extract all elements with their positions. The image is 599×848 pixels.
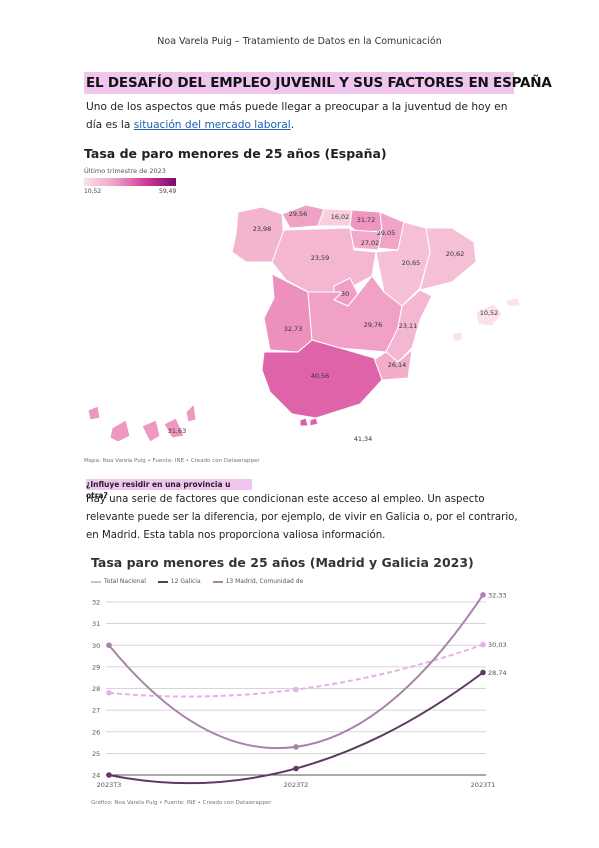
x-tick-label: 2023T1 bbox=[471, 781, 496, 789]
map-value-label: 27,02 bbox=[361, 239, 380, 247]
region-comunidad-valenciana[interactable] bbox=[385, 289, 433, 363]
region-canarias-2[interactable] bbox=[109, 419, 131, 443]
legend-swatch-galicia bbox=[157, 580, 168, 583]
map-value-label: 40,56 bbox=[311, 372, 330, 380]
map-value-label: 20,62 bbox=[446, 250, 465, 258]
data-point bbox=[293, 686, 299, 693]
y-tick-label: 28 bbox=[92, 685, 100, 693]
legend-swatch-madrid bbox=[212, 580, 223, 583]
legend-label-total: Total Nacional bbox=[104, 578, 146, 585]
legend-item-galicia: 12 Galicia bbox=[157, 578, 201, 585]
data-point bbox=[480, 641, 486, 648]
article-title: El desafío del empleo juvenil y sus fact… bbox=[84, 72, 552, 94]
data-point bbox=[293, 744, 299, 750]
region-baleares-ibiza[interactable] bbox=[451, 331, 463, 343]
map-value-label: 29,56 bbox=[289, 210, 308, 218]
map-value-label: 31,72 bbox=[357, 216, 376, 224]
x-tick-label: 2023T2 bbox=[284, 781, 309, 789]
region-ceuta[interactable] bbox=[299, 417, 309, 427]
map-value-label: 30 bbox=[341, 290, 349, 298]
map-value-label: 23,59 bbox=[311, 254, 330, 262]
map-subtitle: Último trimestre de 2023 bbox=[84, 167, 166, 175]
series-end-label: 30,03 bbox=[488, 641, 507, 649]
map-legend-scale bbox=[84, 178, 176, 186]
body-paragraph: Hay una serie de factores que condiciona… bbox=[86, 494, 518, 541]
chart-credit: Gráfico: Noa Varela Puig • Fuente: INE •… bbox=[91, 800, 272, 806]
series-end-label: 32,33 bbox=[488, 591, 507, 599]
map-value-label: 41,34 bbox=[354, 435, 373, 443]
legend-label-galicia: 12 Galicia bbox=[170, 578, 201, 585]
map-credit: Mapa: Noa Varela Puig • Fuente: INE • Cr… bbox=[84, 458, 260, 464]
legend-label-madrid: 13 Madrid, Comunidad de bbox=[225, 578, 304, 585]
data-point bbox=[293, 765, 299, 772]
map-value-label: 23,11 bbox=[399, 322, 418, 330]
region-cataluna[interactable] bbox=[419, 227, 477, 291]
map-value-label: 16,02 bbox=[331, 213, 350, 221]
map-value-label: 26,14 bbox=[388, 361, 407, 369]
legend-item-total: Total Nacional bbox=[91, 578, 146, 585]
x-tick-label: 2023T3 bbox=[97, 781, 122, 789]
map-title: Tasa de paro menores de 25 años (España) bbox=[84, 146, 387, 161]
region-canarias-3[interactable] bbox=[141, 419, 161, 443]
map-value-label: 20,65 bbox=[402, 259, 421, 267]
y-tick-label: 29 bbox=[92, 663, 100, 671]
labor-market-link[interactable]: situación del mercado laboral bbox=[133, 119, 291, 131]
region-andalucia[interactable] bbox=[261, 339, 383, 419]
map-value-label: 31,63 bbox=[168, 427, 187, 435]
map-legend-max: 59,49 bbox=[159, 188, 177, 195]
data-point bbox=[480, 669, 486, 676]
y-tick-label: 32 bbox=[92, 599, 100, 607]
data-point bbox=[106, 642, 112, 649]
intro-text: Uno de los aspectos que más puede llegar… bbox=[86, 101, 508, 131]
map-value-label: 29,05 bbox=[377, 229, 396, 237]
y-tick-label: 31 bbox=[92, 620, 100, 628]
y-tick-label: 27 bbox=[92, 707, 100, 715]
region-canarias-5[interactable] bbox=[185, 403, 197, 423]
series-end-label: 28,74 bbox=[488, 669, 507, 677]
legend-swatch-total bbox=[91, 580, 101, 583]
region-baleares[interactable] bbox=[475, 303, 503, 327]
region-baleares-menorca[interactable] bbox=[505, 297, 521, 307]
line-chart: 24 25 26 27 28 29 30 31 32 2023T3 2023T2 2023T1 30,0… bbox=[92, 591, 507, 789]
region-navarra[interactable] bbox=[377, 211, 405, 251]
series-line-2 bbox=[108, 594, 484, 750]
region-castilla-y-leon[interactable] bbox=[271, 227, 377, 293]
y-tick-label: 30 bbox=[92, 642, 100, 650]
map-value-label: 10,52 bbox=[480, 309, 499, 317]
y-tick-label: 25 bbox=[92, 750, 100, 758]
map-value-label: 29,76 bbox=[364, 321, 383, 329]
data-point bbox=[480, 592, 486, 598]
y-tick-label: 26 bbox=[92, 728, 100, 736]
map-value-label: 23,98 bbox=[253, 225, 272, 233]
map-value-label: 32,73 bbox=[284, 325, 303, 333]
region-canarias-1[interactable] bbox=[87, 405, 101, 421]
document-header: Noa Varela Puig – Tratamiento de Datos e… bbox=[157, 36, 442, 47]
legend-item-madrid: 13 Madrid, Comunidad de bbox=[212, 578, 304, 585]
intro-end: . bbox=[290, 119, 295, 131]
map-legend-min: 10,52 bbox=[84, 188, 102, 195]
region-melilla[interactable] bbox=[309, 417, 319, 427]
section-question: ¿Influye residir en una provincia u otra… bbox=[86, 479, 252, 500]
data-point bbox=[106, 772, 112, 778]
intro-paragraph: Uno de los aspectos que más puede llegar… bbox=[86, 98, 526, 134]
data-point bbox=[106, 690, 112, 696]
chart-legend: Total Nacional 12 Galicia 13 Madrid, Com… bbox=[91, 578, 313, 585]
chart-title: Tasa paro menores de 25 años (Madrid y G… bbox=[91, 555, 474, 570]
y-tick-label: 24 bbox=[92, 772, 100, 780]
region-canarias-4[interactable] bbox=[163, 417, 185, 439]
